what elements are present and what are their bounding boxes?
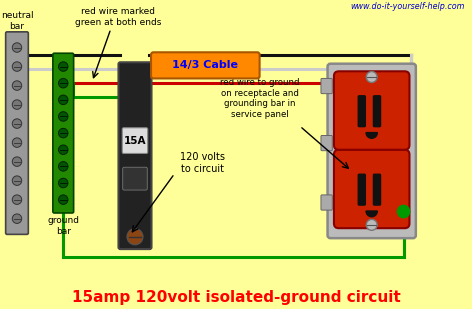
Circle shape xyxy=(59,112,68,121)
FancyBboxPatch shape xyxy=(373,174,380,205)
FancyBboxPatch shape xyxy=(118,62,152,249)
Circle shape xyxy=(397,205,410,218)
Circle shape xyxy=(59,62,68,71)
Circle shape xyxy=(12,119,22,128)
Circle shape xyxy=(366,219,377,230)
FancyBboxPatch shape xyxy=(123,167,147,190)
Circle shape xyxy=(12,214,22,223)
Text: red wire marked
green at both ends: red wire marked green at both ends xyxy=(75,7,161,27)
FancyBboxPatch shape xyxy=(6,32,28,234)
FancyBboxPatch shape xyxy=(328,64,416,238)
Text: ground
bar: ground bar xyxy=(47,216,79,236)
FancyBboxPatch shape xyxy=(358,96,365,127)
Circle shape xyxy=(59,162,68,171)
Circle shape xyxy=(12,100,22,109)
FancyBboxPatch shape xyxy=(53,53,74,213)
Circle shape xyxy=(12,43,22,52)
Wedge shape xyxy=(366,211,378,217)
FancyBboxPatch shape xyxy=(321,135,332,151)
Circle shape xyxy=(12,195,22,205)
Text: www.do-it-yourself-help.com: www.do-it-yourself-help.com xyxy=(351,2,465,11)
Circle shape xyxy=(366,72,377,83)
Text: red wire to ground
on receptacle and
grounding bar in
service panel: red wire to ground on receptacle and gro… xyxy=(220,78,299,119)
Circle shape xyxy=(59,128,68,138)
Circle shape xyxy=(59,178,68,188)
FancyBboxPatch shape xyxy=(358,174,365,205)
Circle shape xyxy=(59,195,68,205)
Circle shape xyxy=(12,62,22,71)
Text: neutral
bar: neutral bar xyxy=(0,11,34,31)
FancyBboxPatch shape xyxy=(321,78,332,94)
FancyBboxPatch shape xyxy=(334,71,410,150)
Text: 14/3 Cable: 14/3 Cable xyxy=(172,60,238,70)
Circle shape xyxy=(59,78,68,88)
Circle shape xyxy=(12,138,22,147)
Circle shape xyxy=(12,176,22,185)
Circle shape xyxy=(59,145,68,154)
FancyBboxPatch shape xyxy=(373,96,380,127)
Wedge shape xyxy=(366,133,378,138)
FancyBboxPatch shape xyxy=(334,150,410,228)
FancyBboxPatch shape xyxy=(321,195,332,210)
FancyBboxPatch shape xyxy=(122,128,148,154)
Text: 15A: 15A xyxy=(124,136,146,146)
Circle shape xyxy=(127,229,143,245)
FancyBboxPatch shape xyxy=(151,52,260,78)
Text: 15amp 120volt isolated-ground circuit: 15amp 120volt isolated-ground circuit xyxy=(72,290,400,305)
Circle shape xyxy=(12,157,22,166)
Text: 120 volts
to circuit: 120 volts to circuit xyxy=(180,152,226,174)
Circle shape xyxy=(59,95,68,104)
Circle shape xyxy=(12,81,22,90)
